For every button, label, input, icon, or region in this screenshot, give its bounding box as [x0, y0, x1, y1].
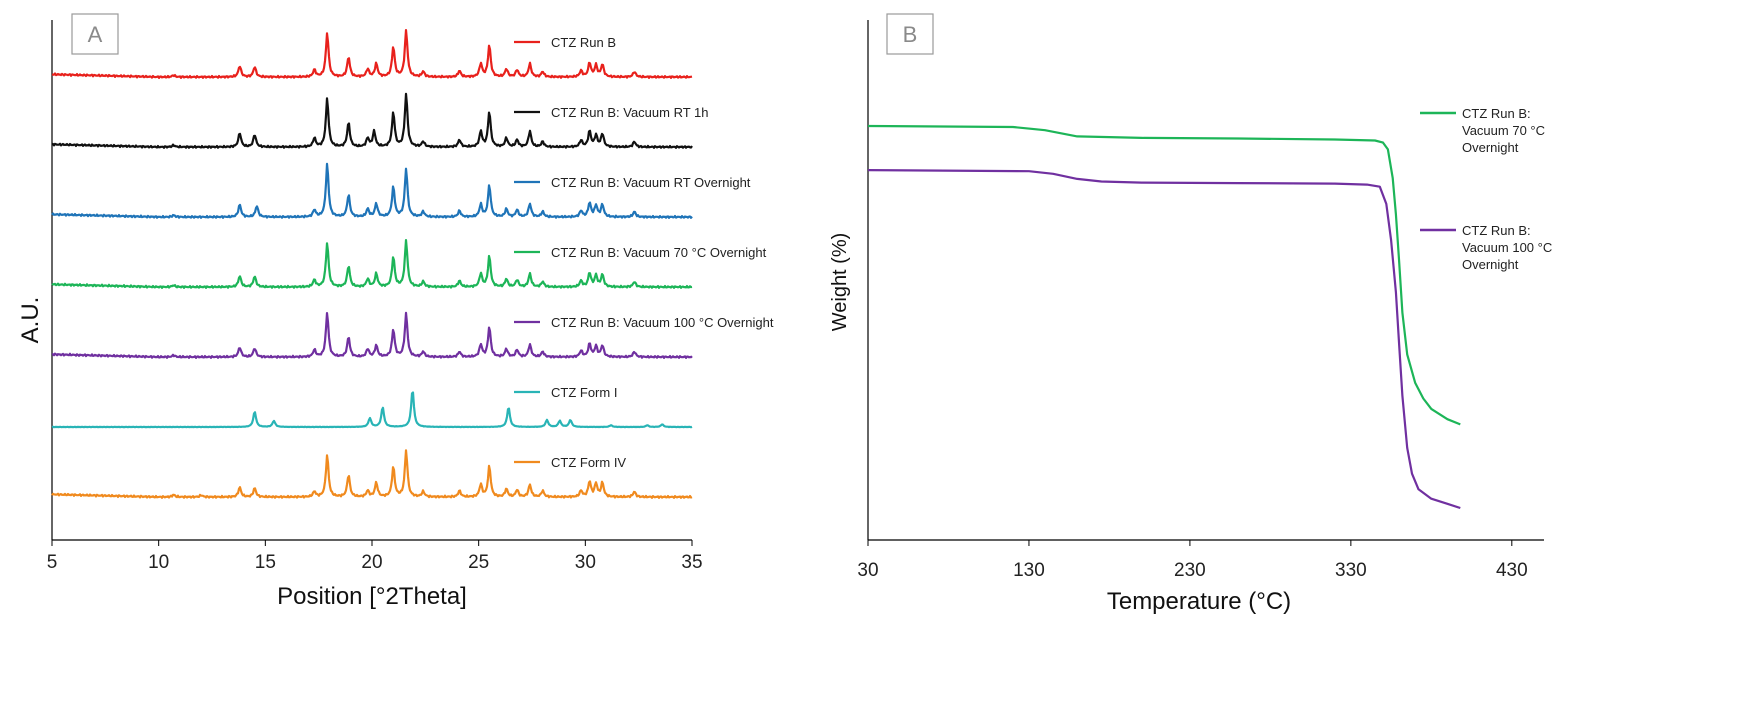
panel-a-trace-ctz-run-b-vacuum-rt-overnight: [51, 162, 693, 219]
panel-a-trace-ctz-run-b: [51, 29, 693, 79]
panel-a-trace-ctz-run-b-vacuum-70-c-overnight: [51, 239, 693, 289]
panel-b-y-axis-title: Weight (%): [829, 233, 851, 332]
panel-a-trace-ctz-form-i: [51, 391, 693, 429]
panel-b-trace-ctz-run-b-vacuum-100-c-overnight: [867, 169, 1461, 510]
panel-a-x-tick-label: 5: [47, 552, 58, 573]
panel-b-x-tick-label: 30: [857, 560, 878, 581]
panel-a-legend: CTZ Run B CTZ Run B: Vacuum RT 1h CTZ Run …: [514, 35, 774, 470]
panel-a-trace-ctz-run-b-vacuum-rt-1h: [51, 92, 693, 149]
panel-a-label: A: [88, 22, 103, 47]
panel-a-legend-label: CTZ Run B: Vacuum 70 °C Overnight: [551, 245, 767, 260]
panel-b-label-box: [886, 13, 934, 55]
panel-b-legend-label: CTZ Run B: Vacuum 70 °C Overnight: [1462, 106, 1545, 155]
panel-a-trace-ctz-run-b-vacuum-100-c-overnight: [51, 311, 693, 359]
panel-b-x-tick-label: 130: [1013, 560, 1045, 581]
panel-b-label: B: [903, 22, 918, 47]
panel-b-x-tick-label: 430: [1496, 560, 1528, 581]
panel-b-x-tick-label: 230: [1174, 560, 1206, 581]
panel-a: 5 10 15 20 25 30 35 CTZ Run B CTZ Run B: Vacuum…: [17, 13, 774, 610]
panel-a-x-axis-title: Position [°2Theta]: [277, 583, 467, 610]
panel-a-traces: [51, 29, 693, 499]
panel-b-trace-ctz-run-b-vacuum-70-c-overnight: [867, 124, 1461, 426]
panel-a-y-axis-title: A.U.: [17, 297, 44, 344]
panel-b-legend-label: CTZ Run B: Vacuum 100 °C Overnight: [1462, 223, 1552, 272]
panel-a-legend-label: CTZ Form I: [551, 385, 617, 400]
panel-a-legend-label: CTZ Run B: Vacuum 100 °C Overnight: [551, 315, 774, 330]
panel-a-legend-label: CTZ Form IV: [551, 455, 626, 470]
panel-a-trace-ctz-form-iv: [51, 449, 693, 499]
panel-a-x-tick-label: 30: [575, 552, 596, 573]
panel-a-x-tick-label: 35: [681, 552, 702, 573]
panel-a-x-tick-label: 25: [468, 552, 489, 573]
panel-b-x-tick-label: 330: [1335, 560, 1367, 581]
panel-a-legend-label: CTZ Run B: [551, 35, 616, 50]
panel-a-legend-label: CTZ Run B: Vacuum RT Overnight: [551, 175, 751, 190]
panel-b: 30 130 230 330 430 CTZ Run B: Vacuum 70 °C Ove…: [829, 13, 1552, 615]
panel-b-x-ticks: 30 130 230 330 430: [857, 540, 1528, 581]
panel-a-x-tick-label: 15: [255, 552, 276, 573]
panel-a-x-tick-label: 10: [148, 552, 169, 573]
panel-b-x-axis-title: Temperature (°C): [1107, 588, 1291, 615]
panel-b-traces: [867, 124, 1461, 510]
panel-a-label-box: [71, 13, 119, 55]
panel-b-legend: CTZ Run B: Vacuum 70 °C Overnight CTZ Run B…: [1420, 106, 1552, 272]
panel-a-x-tick-label: 20: [361, 552, 382, 573]
panel-a-x-ticks: 5 10 15 20 25 30 35: [47, 540, 703, 573]
panel-a-legend-label: CTZ Run B: Vacuum RT 1h: [551, 105, 709, 120]
